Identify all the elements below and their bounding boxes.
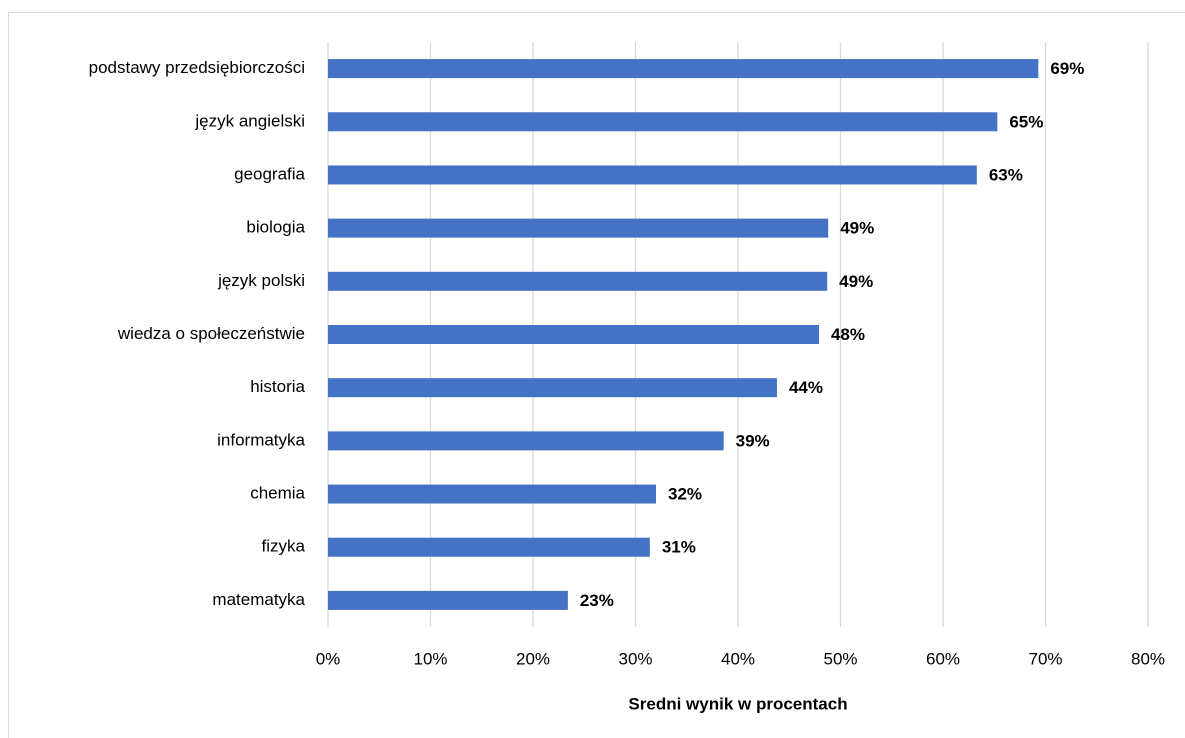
data-label: 49%: [839, 272, 873, 291]
y-tick-label: informatyka: [217, 430, 305, 449]
y-tick-label: podstawy przedsiębiorczości: [89, 58, 305, 77]
data-label: 69%: [1050, 59, 1084, 78]
data-label: 65%: [1009, 112, 1043, 131]
bar: [328, 165, 977, 185]
x-tick-label: 20%: [516, 649, 550, 668]
data-label: 49%: [840, 219, 874, 238]
bar: [328, 218, 829, 238]
x-tick-label: 70%: [1028, 649, 1062, 668]
y-tick-label: matematyka: [212, 590, 305, 609]
bar: [328, 590, 568, 610]
y-tick-label: biologia: [246, 218, 305, 237]
bar: [328, 431, 724, 451]
bar: [328, 378, 777, 398]
y-tick-label: język angielski: [194, 111, 305, 130]
x-tick-label: 60%: [926, 649, 960, 668]
x-axis-title: Sredni wynik w procentach: [628, 694, 847, 713]
x-tick-label: 80%: [1131, 649, 1165, 668]
bar: [328, 271, 828, 291]
data-label: 63%: [989, 165, 1023, 184]
x-tick-label: 50%: [823, 649, 857, 668]
data-label: 31%: [662, 538, 696, 557]
x-tick-label: 40%: [721, 649, 755, 668]
data-label: 48%: [831, 325, 865, 344]
y-tick-label: historia: [250, 377, 305, 396]
x-tick-label: 0%: [316, 649, 341, 668]
x-tick-label: 10%: [413, 649, 447, 668]
bar: [328, 59, 1039, 79]
y-tick-label: fizyka: [262, 537, 306, 556]
y-tick-label: geografia: [234, 164, 305, 183]
bar: [328, 112, 998, 132]
y-tick-label: chemia: [250, 484, 305, 503]
data-label: 44%: [789, 378, 823, 397]
bar: [328, 484, 656, 504]
y-tick-label: wiedza o społeczeństwie: [117, 324, 305, 343]
bar: [328, 537, 650, 557]
x-tick-label: 30%: [618, 649, 652, 668]
chart-frame: [8, 12, 1185, 738]
bar: [328, 325, 819, 344]
data-label: 23%: [580, 591, 614, 610]
data-label: 39%: [736, 431, 770, 450]
y-tick-label: język polski: [217, 271, 305, 290]
data-label: 32%: [668, 485, 702, 504]
